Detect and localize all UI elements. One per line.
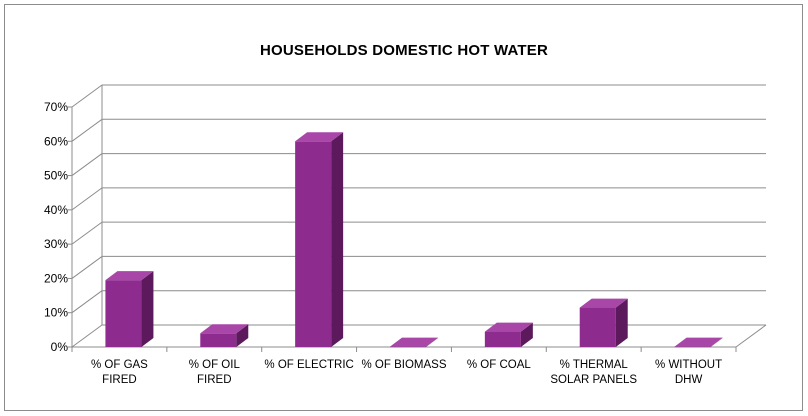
x-category-label: % OF OIL FIRED (189, 359, 241, 386)
x-category-label-line: % OF ELECTRIC (264, 359, 353, 371)
gridline-wall (71, 187, 103, 211)
x-category-label-line: % OF BIOMASS (362, 359, 447, 371)
bar-side (236, 324, 249, 347)
x-category-label: % OF BIOMASS (362, 359, 447, 371)
gridline-wall (71, 84, 103, 108)
gridline-wall (71, 324, 103, 348)
bar-top (390, 337, 438, 347)
bar-top (579, 298, 628, 308)
x-category-label-line: % OF OIL (189, 359, 241, 371)
x-category-label-line: SOLAR PANELS (550, 374, 637, 386)
gridline-wall (71, 256, 103, 279)
x-category-label-line: DHW (675, 374, 703, 386)
gridline-wall (71, 153, 103, 176)
x-axis-categories: % OF GAS FIRED % OF OIL FIRED % OF ELECTRIC%… (71, 347, 737, 386)
bar-side (710, 337, 723, 347)
y-tick-label: 50% (44, 169, 68, 183)
bar (484, 322, 533, 347)
y-tick-label: 30% (44, 237, 68, 251)
y-tick-label: 10% (44, 306, 68, 320)
y-tick-label: 20% (44, 271, 68, 285)
bar-side (615, 298, 628, 347)
x-category-label-line: % OF GAS (91, 359, 148, 371)
x-category-label-line: % THERMAL (560, 359, 629, 371)
bar-front (105, 280, 142, 347)
bar-side (141, 271, 154, 347)
bar (295, 132, 344, 347)
bar-front (674, 346, 711, 348)
y-tick-label: 60% (44, 134, 68, 148)
bars-layer (105, 132, 723, 348)
x-category-label: % WITHOUT DHW (655, 359, 722, 386)
x-category-label: % OF ELECTRIC (264, 359, 353, 371)
bar (674, 337, 723, 348)
y-tick-label: 0% (51, 340, 69, 354)
bar-top (674, 337, 723, 347)
x-category-label: % OF GAS FIRED (91, 359, 148, 386)
x-category-label-line: % WITHOUT (655, 359, 722, 371)
bar-front (295, 141, 332, 347)
bar (579, 298, 628, 347)
bar-side (331, 132, 344, 347)
y-axis-ticks: 0% 10% 20% 30% 40% 50% 60% 70% (44, 100, 72, 354)
bar (105, 271, 154, 347)
bar-top (105, 271, 154, 281)
x-category-label: % THERMAL SOLAR PANELS (550, 359, 637, 386)
y-tick-label: 40% (44, 203, 68, 217)
bar-front (579, 307, 616, 347)
gridline-wall (71, 118, 103, 142)
floor-right-edge (735, 324, 767, 348)
bar-top (484, 322, 533, 332)
grid-layer (71, 84, 767, 348)
bar (390, 337, 438, 348)
bar-top (200, 324, 249, 334)
bar-top (295, 132, 344, 142)
x-category-label-line: % OF COAL (467, 359, 532, 371)
bar-front (390, 346, 426, 348)
x-category-label-line: FIRED (102, 374, 137, 386)
gridline-wall (71, 290, 103, 314)
x-category-label-line: FIRED (197, 374, 232, 386)
bar-front (484, 331, 521, 347)
bar-side (426, 337, 438, 347)
x-category-label: % OF COAL (467, 359, 532, 371)
gridline-wall (71, 221, 103, 245)
chart-title: HOUSEHOLDS DOMESTIC HOT WATER (259, 42, 549, 59)
bar (200, 324, 249, 347)
y-tick-label: 70% (44, 100, 68, 114)
bar-front (200, 333, 237, 347)
bar-side (520, 322, 533, 347)
